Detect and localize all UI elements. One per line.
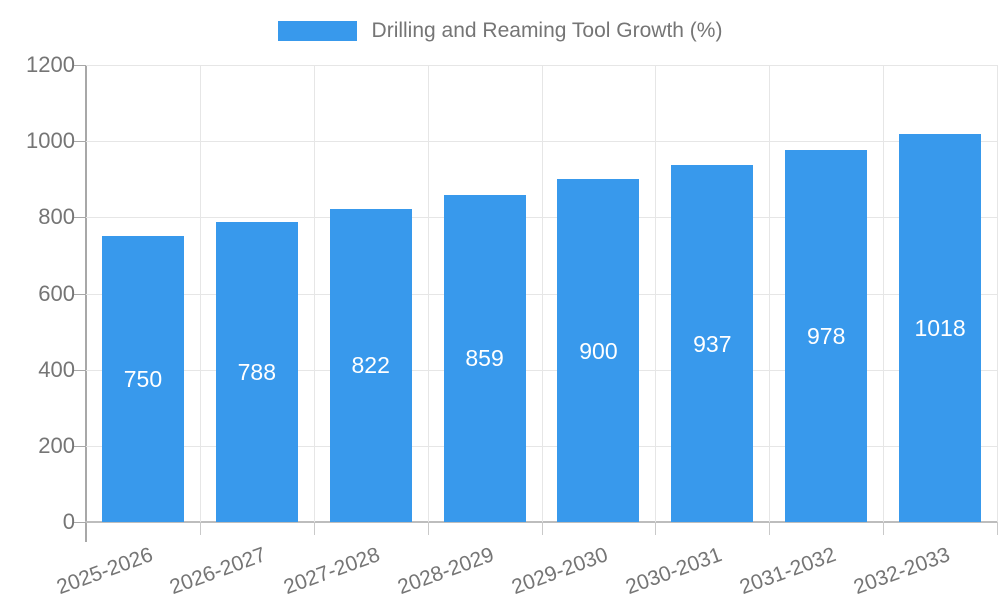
y-tick-mark: [73, 65, 86, 66]
v-gridline: [655, 65, 657, 522]
x-tick-label: 2029-2030: [508, 543, 611, 600]
y-axis-line: [85, 65, 87, 542]
x-tick-mark: [655, 522, 657, 535]
y-tick-mark: [73, 141, 86, 143]
x-tick-mark: [199, 522, 201, 535]
bar-value-label: 788: [237, 358, 276, 385]
bar-value-label: 937: [693, 330, 732, 357]
v-gridline: [427, 65, 429, 522]
bar-value-label: 859: [465, 345, 504, 372]
bar[interactable]: 822: [329, 208, 412, 522]
bar-value-label: 978: [807, 322, 846, 349]
x-tick-mark: [997, 522, 998, 535]
y-tick-label: 1000: [26, 128, 75, 154]
legend-swatch[interactable]: [277, 21, 357, 41]
x-tick-mark: [427, 522, 429, 535]
bar-value-label: 900: [579, 337, 618, 364]
y-tick-label: 1200: [26, 52, 75, 77]
x-tick-mark: [313, 522, 315, 535]
x-tick-mark: [769, 522, 771, 535]
y-tick-mark: [73, 293, 86, 295]
bar[interactable]: 937: [671, 165, 754, 522]
y-tick-label: 600: [38, 280, 75, 306]
v-gridline: [313, 65, 315, 522]
x-tick-label: 2027-2028: [280, 543, 384, 600]
bar[interactable]: 788: [215, 221, 298, 522]
bar[interactable]: 859: [443, 194, 526, 522]
x-tick-mark: [883, 522, 885, 535]
y-tick-mark: [73, 217, 86, 219]
x-tick-mark: [541, 522, 543, 535]
bar-value-label: 750: [123, 366, 163, 393]
x-tick-label: 2030-2031: [622, 543, 725, 600]
bar[interactable]: 750: [101, 236, 184, 522]
bar-value-label: 1018: [914, 315, 966, 342]
y-tick-label: 0: [62, 509, 75, 534]
y-tick-mark: [73, 369, 86, 371]
bar[interactable]: 1018: [899, 134, 982, 522]
v-gridline: [541, 65, 543, 522]
y-tick-label: 400: [38, 356, 75, 382]
x-tick-label: 2025-2026: [53, 543, 156, 600]
v-gridline: [199, 65, 201, 522]
bar[interactable]: 900: [557, 179, 640, 522]
x-tick-label: 2032-2033: [850, 543, 953, 600]
legend: Drilling and Reaming Tool Growth (%): [0, 18, 1000, 44]
v-gridline: [997, 65, 998, 522]
x-tick-label: 2026-2027: [167, 543, 270, 600]
bar-value-label: 822: [351, 352, 390, 379]
y-tick-mark: [73, 522, 86, 523]
x-tick-label: 2028-2029: [394, 543, 498, 600]
y-tick-label: 800: [38, 204, 75, 230]
v-gridline: [769, 65, 771, 522]
legend-label[interactable]: Drilling and Reaming Tool Growth (%): [371, 19, 723, 42]
y-tick-mark: [73, 445, 86, 447]
bar[interactable]: 978: [785, 149, 868, 522]
y-tick-label: 200: [38, 432, 75, 458]
x-tick-label: 2031-2032: [736, 543, 839, 600]
v-gridline: [883, 65, 885, 522]
